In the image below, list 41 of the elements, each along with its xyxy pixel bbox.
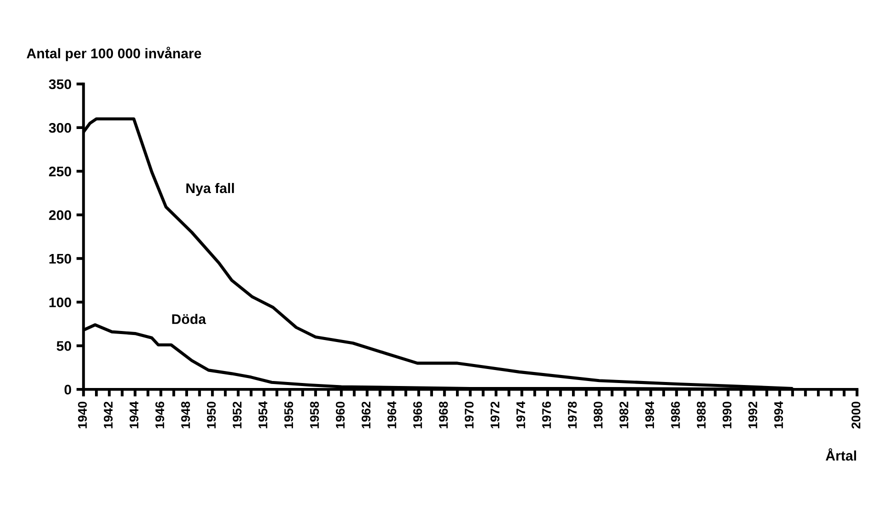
x-tick-label: 1962: [362, 402, 370, 428]
x-tick-label: 2000: [852, 402, 860, 429]
x-tick-label: 1960: [336, 402, 345, 428]
x-tick-label: 1952: [232, 402, 242, 428]
x-tick-label: 1956: [284, 402, 294, 428]
x-tick-label: 1948: [181, 402, 190, 428]
x-tick-label: 1968: [438, 402, 448, 428]
x-tick-label: 1974: [516, 401, 526, 428]
x-tick-label: 1984: [645, 401, 654, 428]
y-tick-label: 150: [49, 254, 72, 264]
y-tick-label: 350: [48, 79, 72, 90]
x-tick-label: 1982: [619, 402, 628, 428]
x-tick-label: 1986: [671, 402, 680, 428]
x-tick-label: 1966: [413, 402, 422, 428]
y-tick-label: 200: [49, 210, 72, 220]
x-tick-label: 1958: [310, 402, 319, 428]
x-axis-title: Årtal: [826, 448, 856, 461]
y-tick-label: 50: [56, 341, 72, 351]
series-label: Nya fall: [186, 182, 234, 196]
x-tick-label: 1992: [748, 402, 758, 428]
x-tick-label: 1972: [490, 402, 500, 428]
x-tick-label: 1976: [542, 402, 551, 428]
x-tick-label: 1980: [594, 402, 603, 428]
x-tick-label: 1988: [696, 402, 706, 428]
x-tick-label: 1978: [568, 402, 577, 428]
x-tick-label: 1940: [78, 402, 87, 428]
y-tick-label: 250: [49, 166, 72, 176]
x-tick-label: 1970: [464, 402, 474, 428]
x-tick-label: 1942: [104, 402, 113, 428]
x-tick-label: 1944: [130, 401, 138, 428]
y-tick-label: 0: [64, 384, 72, 395]
series-label: Döda: [172, 314, 206, 324]
y-tick-label: 100: [49, 297, 72, 308]
x-tick-label: 1964: [387, 401, 396, 428]
y-axis-title: Antal per 100 000 invånare: [26, 46, 202, 62]
x-tick-label: 1946: [155, 402, 164, 428]
x-tick-label: 1990: [722, 402, 732, 428]
y-tick-label: 300: [48, 122, 72, 133]
x-tick-label: 1950: [206, 402, 216, 428]
x-tick-label: 1994: [774, 401, 784, 428]
x-tick-label: 1954: [258, 401, 268, 428]
